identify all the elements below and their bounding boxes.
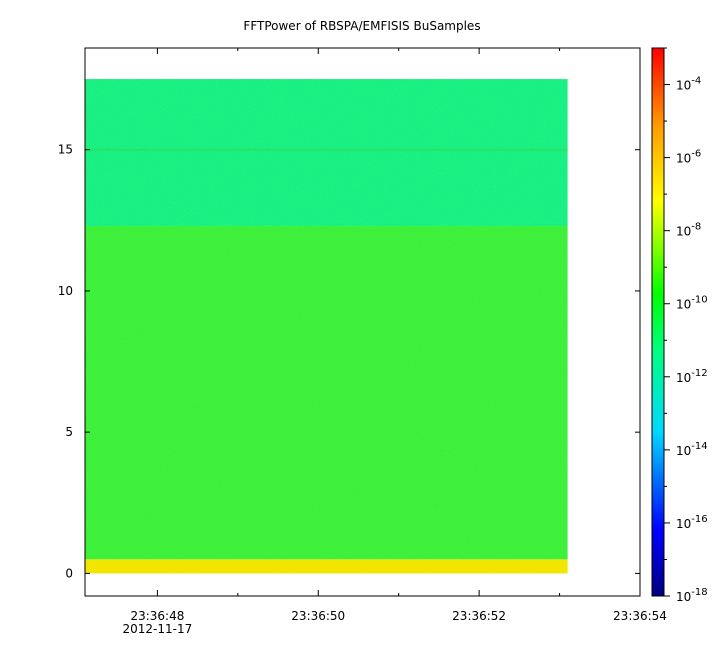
chart-title: FFTPower of RBSPA/EMFISIS BuSamples	[243, 19, 480, 33]
colorbar-tick-label: 10-14	[676, 441, 708, 458]
y-axis: 0 5 10 15	[58, 143, 640, 580]
colorbar-tick-label: 10-18	[676, 587, 708, 604]
colorbar-gradient	[651, 47, 665, 597]
x-tick-sublabel: 2012-11-17	[123, 622, 193, 636]
x-tick-label: 23:36:50	[291, 609, 345, 623]
x-tick-label: 23:36:52	[452, 609, 506, 623]
colorbar-tick-label: 10-12	[676, 368, 708, 385]
colorbar-tick-label: 10-16	[676, 514, 708, 531]
colorbar-tick-label: 10-6	[676, 149, 701, 166]
heatmap-texture	[85, 79, 568, 574]
colorbar-ticks: 10-18 10-16 10-14 10-12 10-10 10-8 10-6 10-4	[664, 47, 708, 604]
y-tick-label: 10	[58, 284, 73, 298]
plot-frame	[84, 47, 641, 597]
y-tick-label: 0	[65, 566, 73, 580]
colorbar-tick-label: 10-8	[676, 222, 701, 239]
colorbar-tick-label: 10-10	[676, 295, 708, 312]
heatmap-layer	[85, 79, 568, 574]
colorbar: 10-18 10-16 10-14 10-12 10-10 10-8 10-6 10-4	[651, 47, 708, 604]
y-tick-label: 5	[65, 425, 73, 439]
colorbar-tick-label: 10-4	[676, 76, 701, 93]
x-tick-label: 23:36:54	[613, 609, 667, 623]
x-tick-label: 23:36:48	[130, 609, 184, 623]
y-tick-label: 15	[58, 143, 73, 157]
